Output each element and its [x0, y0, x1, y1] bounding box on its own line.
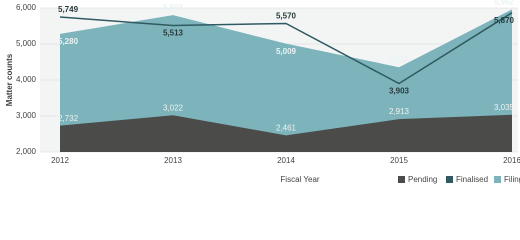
y-tick-label: 3,000	[16, 111, 37, 120]
page: Fiscal Year Matter counts 2,000 3,000 4,00…	[5, 0, 520, 185]
y-tick-label: 6,000	[16, 3, 37, 12]
data-label: 5,009	[276, 47, 297, 56]
data-label: 2,913	[389, 107, 410, 116]
x-tick-label: 2015	[390, 156, 408, 165]
legend-swatch	[446, 176, 453, 183]
data-label: 5,280	[58, 37, 79, 46]
x-tick-label: 2014	[277, 156, 295, 165]
y-tick-label: 5,000	[16, 39, 37, 48]
data-label: 5,513	[163, 29, 184, 38]
x-tick-label: 2016	[503, 156, 520, 165]
line	[59, 12, 513, 85]
x-tick-label: 2013	[164, 156, 182, 165]
y-tick-label: 4,000	[16, 75, 37, 84]
data-label: 3,035	[494, 103, 515, 112]
data-label: 3,022	[163, 103, 184, 112]
data-label: 5,962	[494, 0, 515, 6]
legend-label: Filings	[504, 175, 520, 184]
legend-swatch	[398, 176, 405, 183]
y-axis-label: Matter counts	[5, 53, 14, 106]
data-label: 2,461	[276, 124, 297, 133]
chart: Fiscal Year Matter counts 2,000 3,000 4,00…	[5, 0, 520, 184]
data-label: 2,732	[58, 114, 79, 123]
data-label: 4,355	[389, 55, 410, 64]
legend-label: Pending	[408, 175, 437, 184]
data-label: 5,870	[494, 16, 515, 25]
data-label: 3,903	[389, 87, 410, 96]
y-tick-label: 2,000	[16, 147, 37, 156]
x-axis-label: Fiscal Year	[280, 175, 319, 184]
data-label: 5,570	[276, 12, 297, 21]
x-tick-label: 2012	[51, 156, 69, 165]
area	[60, 114, 512, 152]
data-label: 5,803	[163, 3, 184, 12]
legend-label: Finalised	[456, 175, 488, 184]
data-label: 5,749	[58, 5, 79, 14]
legend-swatch	[494, 176, 501, 183]
